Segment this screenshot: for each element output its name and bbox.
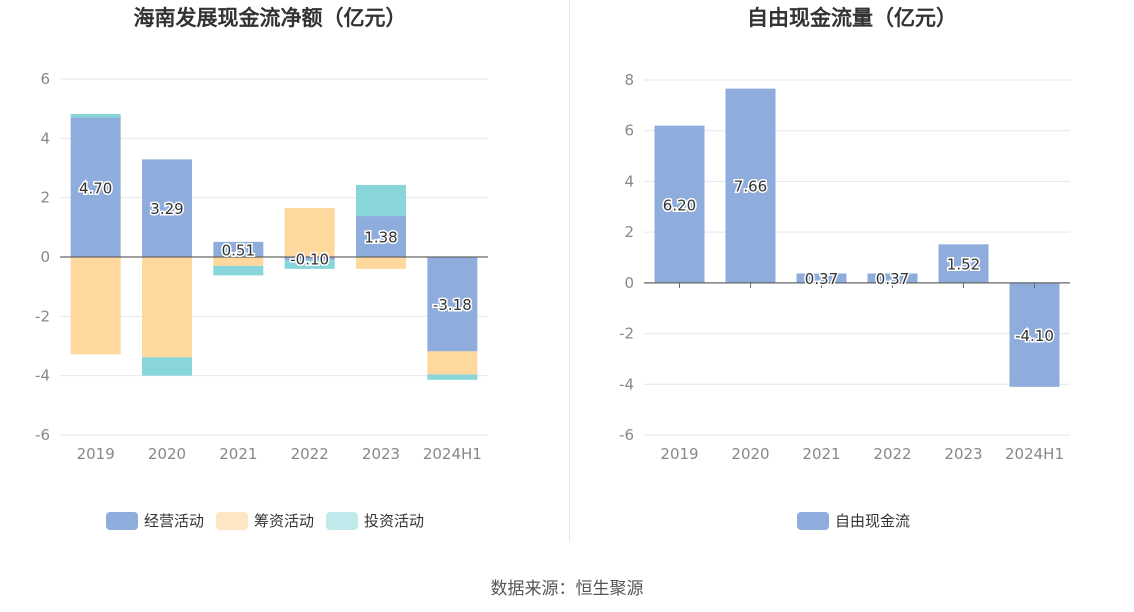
legend-swatch-operating — [106, 511, 138, 530]
y-tick-label: 2 — [40, 189, 50, 207]
right-chart-title: 自由现金流量（亿元） — [747, 6, 957, 30]
legend-label-investing: 投资活动 — [364, 512, 425, 530]
bar-筹资活动-2024H1 — [427, 351, 478, 375]
bar-投资活动-2019 — [70, 114, 121, 118]
bar-自由现金流-2021 — [796, 273, 847, 283]
x-tick-label: 2024H1 — [423, 445, 482, 463]
x-tick-label: 2019 — [77, 445, 115, 463]
data-label: 4.70 — [79, 179, 112, 197]
bar-投资活动-2024H1 — [427, 374, 478, 380]
legend-label-financing: 筹资活动 — [254, 512, 315, 530]
data-label: -3.18 — [433, 296, 472, 314]
data-label: -0.10 — [290, 250, 329, 268]
data-label: 7.66 — [734, 178, 767, 196]
x-tick-label: 2024H1 — [1005, 445, 1064, 463]
left-legend: 经营活动 筹资活动 投资活动 — [106, 510, 436, 531]
panel-divider — [569, 0, 570, 542]
bar-筹资活动-2020 — [142, 257, 192, 358]
x-tick-label: 2023 — [944, 445, 982, 463]
y-tick-label: 6 — [624, 122, 634, 140]
legend-label-free-cashflow: 自由现金流 — [835, 512, 911, 530]
y-tick-label: -4 — [619, 375, 634, 393]
legend-label-operating: 经营活动 — [144, 512, 205, 530]
data-label: 1.38 — [364, 229, 397, 247]
y-tick-label: 0 — [624, 274, 634, 292]
bar-自由现金流-2023 — [938, 244, 989, 283]
y-tick-label: 2 — [624, 223, 634, 241]
legend-swatch-investing — [326, 511, 359, 530]
y-tick-label: 4 — [40, 129, 50, 147]
bar-筹资活动-2023 — [356, 257, 406, 269]
bar-自由现金流-2020 — [725, 88, 776, 283]
x-tick-label: 2021 — [802, 445, 840, 463]
bar-经营活动-2023 — [356, 216, 406, 257]
legend-item-operating[interactable]: 经营活动 — [106, 510, 204, 531]
bar-经营活动-2024H1 — [427, 257, 478, 352]
legend-swatch-financing — [216, 511, 249, 530]
y-tick-label: -4 — [35, 367, 50, 385]
bar-投资活动-2022 — [284, 259, 335, 269]
data-label: 0.37 — [805, 270, 838, 288]
bar-投资活动-2023 — [356, 184, 406, 217]
legend-item-financing[interactable]: 筹资活动 — [216, 510, 314, 531]
right-legend: 自由现金流 — [797, 510, 922, 531]
y-tick-label: 4 — [624, 172, 634, 190]
x-tick-label: 2023 — [362, 445, 400, 463]
bar-筹资活动-2021 — [213, 257, 264, 266]
data-label: 1.52 — [947, 256, 980, 274]
y-tick-label: 8 — [624, 71, 634, 89]
y-tick-label: -6 — [619, 426, 634, 444]
x-tick-label: 2021 — [219, 445, 257, 463]
legend-item-free-cashflow[interactable]: 自由现金流 — [797, 510, 910, 531]
bar-自由现金流-2024H1 — [1009, 282, 1060, 387]
bar-经营活动-2020 — [142, 159, 192, 257]
bar-经营活动-2022 — [284, 257, 335, 260]
data-label: 0.37 — [876, 270, 909, 288]
bar-筹资活动-2022 — [284, 208, 335, 257]
x-tick-label: 2022 — [291, 445, 329, 463]
y-tick-label: 0 — [40, 248, 50, 266]
x-tick-label: 2019 — [660, 445, 698, 463]
legend-swatch-free-cashflow — [797, 511, 829, 530]
data-source: 数据来源：恒生聚源 — [490, 579, 644, 599]
data-label: 0.51 — [222, 241, 255, 259]
data-label: 3.29 — [150, 200, 183, 218]
bar-投资活动-2020 — [142, 357, 192, 376]
right-free-cashflow-chart: -6 -4 -2 0 2 4 6 8 2019 2020 2021 2022 2023 2024H1 6.2… — [619, 71, 1070, 463]
bar-经营活动-2021 — [213, 241, 264, 257]
x-tick-label: 2020 — [731, 445, 769, 463]
data-label: -4.10 — [1015, 327, 1054, 345]
y-tick-label: 6 — [40, 70, 50, 88]
left-cashflow-chart: -6 -4 -2 0 2 4 6 2019 2020 2021 2022 2023 2024H1 4.70… — [35, 70, 488, 463]
data-label: 6.20 — [663, 196, 696, 214]
y-tick-label: -2 — [35, 307, 50, 325]
bar-自由现金流-2019 — [654, 125, 705, 283]
bar-投资活动-2021 — [213, 265, 264, 276]
bar-筹资活动-2019 — [70, 257, 121, 355]
bar-自由现金流-2022 — [867, 273, 918, 283]
left-chart-title: 海南发展现金流净额（亿元） — [133, 6, 407, 30]
bar-经营活动-2019 — [70, 117, 121, 257]
y-tick-label: -2 — [619, 325, 634, 343]
x-tick-label: 2022 — [873, 445, 911, 463]
legend-item-investing[interactable]: 投资活动 — [326, 510, 424, 531]
y-tick-label: -6 — [35, 426, 50, 444]
x-tick-label: 2020 — [148, 445, 186, 463]
